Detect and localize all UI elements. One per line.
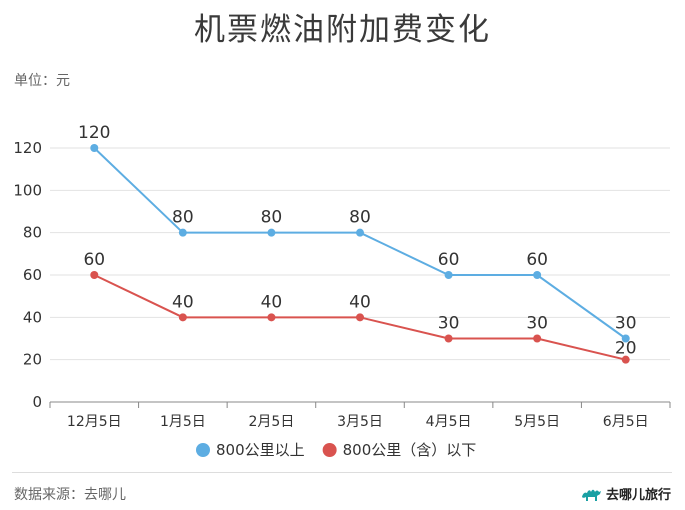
- x-tick-label: 6月5日: [603, 414, 649, 430]
- data-label: 80: [349, 208, 371, 228]
- data-label: 20: [615, 339, 637, 359]
- legend-label: 800公里（含）以下: [343, 441, 477, 459]
- data-point: [444, 334, 453, 343]
- data-label: 30: [526, 314, 548, 334]
- data-label: 60: [83, 250, 105, 270]
- brand-logo: 去哪儿旅行: [580, 484, 671, 503]
- data-label: 80: [172, 208, 194, 228]
- data-point: [267, 313, 276, 322]
- brand-name: 去哪儿旅行: [605, 488, 671, 503]
- unit-label: 单位：元: [14, 73, 70, 89]
- data-label: 30: [615, 314, 637, 334]
- data-point: [356, 228, 364, 237]
- footer-divider: [12, 472, 672, 473]
- data-point: [90, 144, 99, 152]
- data-point: [356, 313, 364, 322]
- legend-marker: [196, 443, 210, 457]
- x-tick-label: 1月5日: [160, 414, 206, 430]
- x-tick-label: 12月5日: [67, 414, 122, 430]
- y-tick-label: 120: [13, 139, 42, 157]
- data-point: [533, 334, 542, 343]
- y-tick-label: 100: [13, 181, 42, 199]
- data-label: 120: [78, 123, 110, 143]
- data-point: [533, 271, 542, 279]
- data-point: [178, 313, 187, 322]
- data-point: [621, 355, 630, 364]
- data-source: 数据来源：去哪儿: [14, 487, 126, 503]
- data-point: [621, 334, 630, 343]
- x-tick-label: 4月5日: [426, 414, 472, 430]
- x-tick-label: 3月5日: [337, 414, 383, 430]
- y-tick-label: 0: [32, 393, 42, 411]
- chart-title: 机票燃油附加费变化: [194, 12, 491, 48]
- data-point: [178, 228, 187, 237]
- y-tick-label: 20: [23, 351, 42, 369]
- camel-logo-icon: [581, 489, 601, 501]
- x-tick-label: 2月5日: [249, 414, 295, 430]
- y-tick-label: 60: [23, 266, 42, 284]
- data-point: [444, 271, 453, 279]
- x-tick-label: 5月5日: [514, 414, 560, 430]
- data-label: 40: [172, 292, 194, 312]
- data-label: 80: [261, 208, 283, 228]
- data-label: 40: [349, 292, 371, 312]
- data-label: 60: [526, 250, 548, 270]
- y-tick-label: 80: [23, 224, 42, 242]
- line-chart: 0 20 40 60 80 100 120 12月5日 1月5日 2月5日 3月5日 4月5日 5月5日…: [13, 123, 671, 459]
- y-tick-label: 40: [23, 308, 42, 326]
- data-point: [267, 228, 276, 237]
- legend-label: 800公里以上: [216, 441, 305, 459]
- data-label: 40: [261, 292, 283, 312]
- data-point: [90, 271, 99, 279]
- data-label: 60: [438, 250, 460, 270]
- data-label: 30: [438, 314, 460, 334]
- legend-marker: [322, 443, 337, 457]
